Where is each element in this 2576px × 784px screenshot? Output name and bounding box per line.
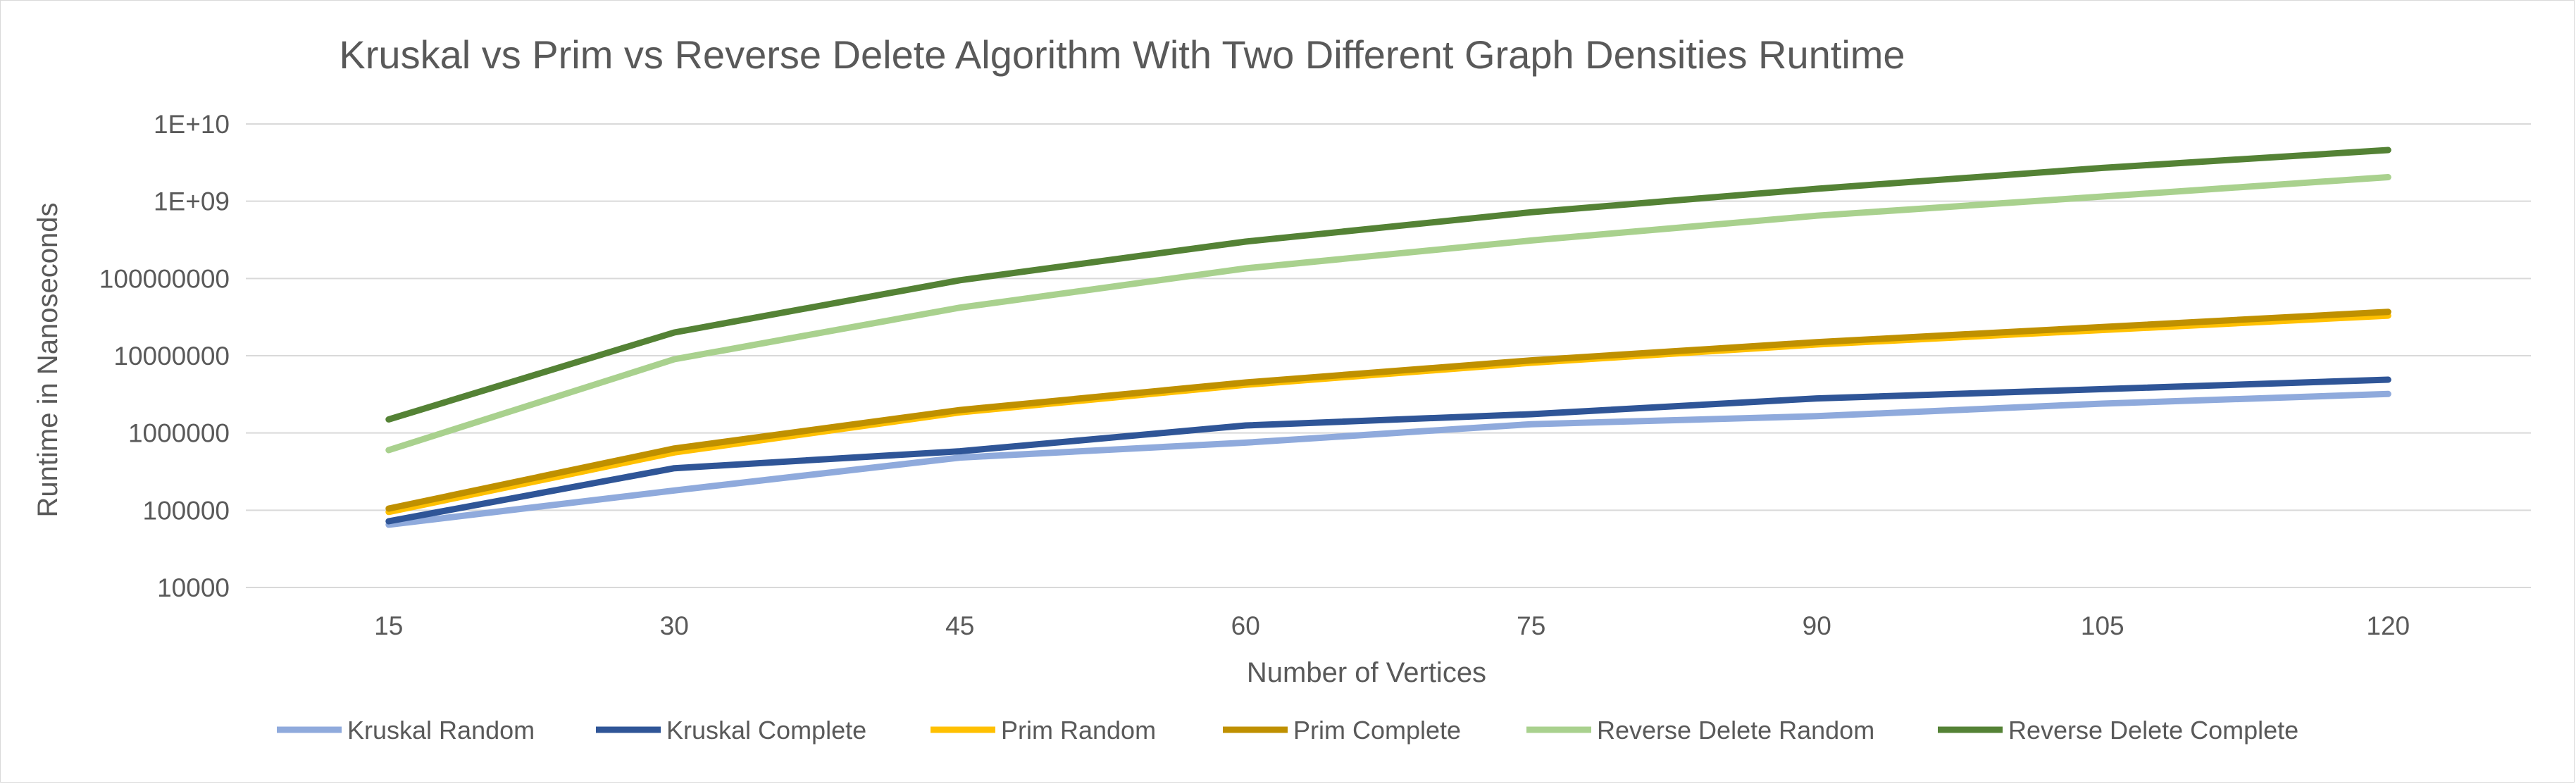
legend-item-reverse-delete-random: Reverse Delete Random <box>1526 716 1874 745</box>
series-line-prim-complete <box>385 309 2391 512</box>
x-axis-tick-labels: 15 30 45 60 75 90 105 120 <box>374 611 2410 640</box>
y-tick-label: 10000000 <box>113 342 230 371</box>
y-tick-label: 1E+10 <box>154 110 230 139</box>
series-line-reverse-delete-complete <box>385 147 2391 423</box>
y-tick-label: 100000 <box>143 496 230 525</box>
legend-label: Reverse Delete Complete <box>2008 716 2298 745</box>
legend-item-reverse-delete-complete: Reverse Delete Complete <box>1938 716 2298 745</box>
y-axis-title: Runtime in Nanoseconds <box>32 203 63 518</box>
legend-item-prim-random: Prim Random <box>931 716 1156 745</box>
x-tick-label: 15 <box>374 611 403 640</box>
legend-label: Prim Random <box>1001 716 1156 745</box>
x-tick-label: 120 <box>2366 611 2410 640</box>
x-tick-label: 45 <box>945 611 974 640</box>
y-axis-tick-labels: 10000 100000 1000000 10000000 100000000 1E+09… <box>99 110 230 602</box>
legend-label: Prim Complete <box>1293 716 1461 745</box>
legend-label: Kruskal Complete <box>666 716 866 745</box>
legend-label: Kruskal Random <box>347 716 535 745</box>
series-line-reverse-delete-random <box>385 174 2391 454</box>
chart-title: Kruskal vs Prim vs Reverse Delete Algori… <box>339 32 1905 77</box>
legend-item-kruskal-random: Kruskal Random <box>277 716 535 745</box>
y-tick-label: 1E+09 <box>154 187 230 216</box>
x-tick-label: 105 <box>2081 611 2124 640</box>
series-line-prim-random <box>385 312 2391 516</box>
legend: Kruskal Random Kruskal Complete Prim Rando… <box>277 716 2298 745</box>
legend-item-prim-complete: Prim Complete <box>1223 716 1461 745</box>
legend-item-kruskal-complete: Kruskal Complete <box>596 716 866 745</box>
x-tick-label: 75 <box>1517 611 1545 640</box>
x-tick-label: 30 <box>660 611 689 640</box>
y-tick-label: 1000000 <box>128 419 230 448</box>
series-line-kruskal-complete <box>385 376 2391 525</box>
y-tick-label: 10000 <box>157 573 230 602</box>
series-lines <box>385 147 2391 528</box>
legend-label: Reverse Delete Random <box>1597 716 1874 745</box>
series-line-kruskal-random <box>385 390 2391 528</box>
x-axis-title: Number of Vertices <box>1247 657 1486 688</box>
y-tick-label: 100000000 <box>99 264 230 293</box>
x-tick-label: 90 <box>1803 611 1831 640</box>
x-tick-label: 60 <box>1231 611 1260 640</box>
